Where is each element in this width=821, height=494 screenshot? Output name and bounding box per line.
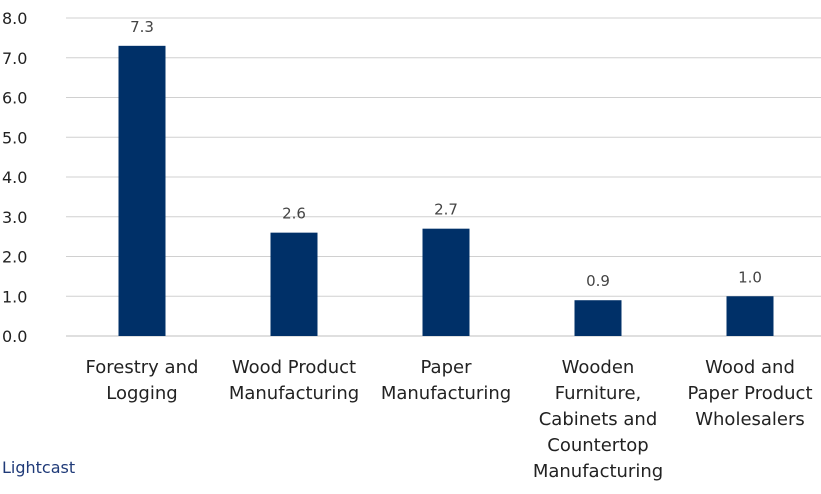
data-label: 2.6 bbox=[282, 205, 306, 223]
y-tick-label: 6.0 bbox=[2, 89, 27, 108]
data-label: 7.3 bbox=[130, 18, 154, 36]
bar bbox=[727, 296, 774, 336]
y-tick-label: 5.0 bbox=[2, 128, 27, 147]
bar bbox=[271, 233, 318, 336]
data-label: 2.7 bbox=[434, 201, 458, 219]
x-axis-categories: Forestry and Logging Wood Product Manufactu… bbox=[86, 357, 813, 482]
y-tick-label: 0.0 bbox=[2, 327, 27, 346]
bar bbox=[119, 46, 166, 336]
y-tick-label: 7.0 bbox=[2, 49, 27, 68]
y-tick-label: 2.0 bbox=[2, 248, 27, 267]
y-tick-label: 8.0 bbox=[2, 9, 27, 28]
data-label: 1.0 bbox=[738, 268, 762, 286]
y-tick-label: 1.0 bbox=[2, 287, 27, 306]
y-tick-label: 4.0 bbox=[2, 168, 27, 187]
bar bbox=[575, 300, 622, 336]
x-category-label: Wooden Furniture, Cabinets and Countertop Ma… bbox=[533, 357, 663, 482]
bars bbox=[119, 46, 774, 336]
x-category-label: Wood and Paper Product Wholesalers bbox=[687, 357, 812, 430]
y-tick-label: 3.0 bbox=[2, 208, 27, 227]
y-axis-ticks: 0.0 1.0 2.0 3.0 4.0 5.0 6.0 7.0 8.0 bbox=[2, 9, 27, 346]
data-label: 0.9 bbox=[586, 272, 610, 290]
x-category-label: Forestry and Logging bbox=[86, 357, 199, 404]
x-category-label: Wood Product Manufacturing bbox=[229, 357, 359, 404]
x-category-label: Paper Manufacturing bbox=[381, 357, 511, 404]
bar bbox=[423, 229, 470, 336]
source-label: Lightcast bbox=[2, 458, 75, 477]
